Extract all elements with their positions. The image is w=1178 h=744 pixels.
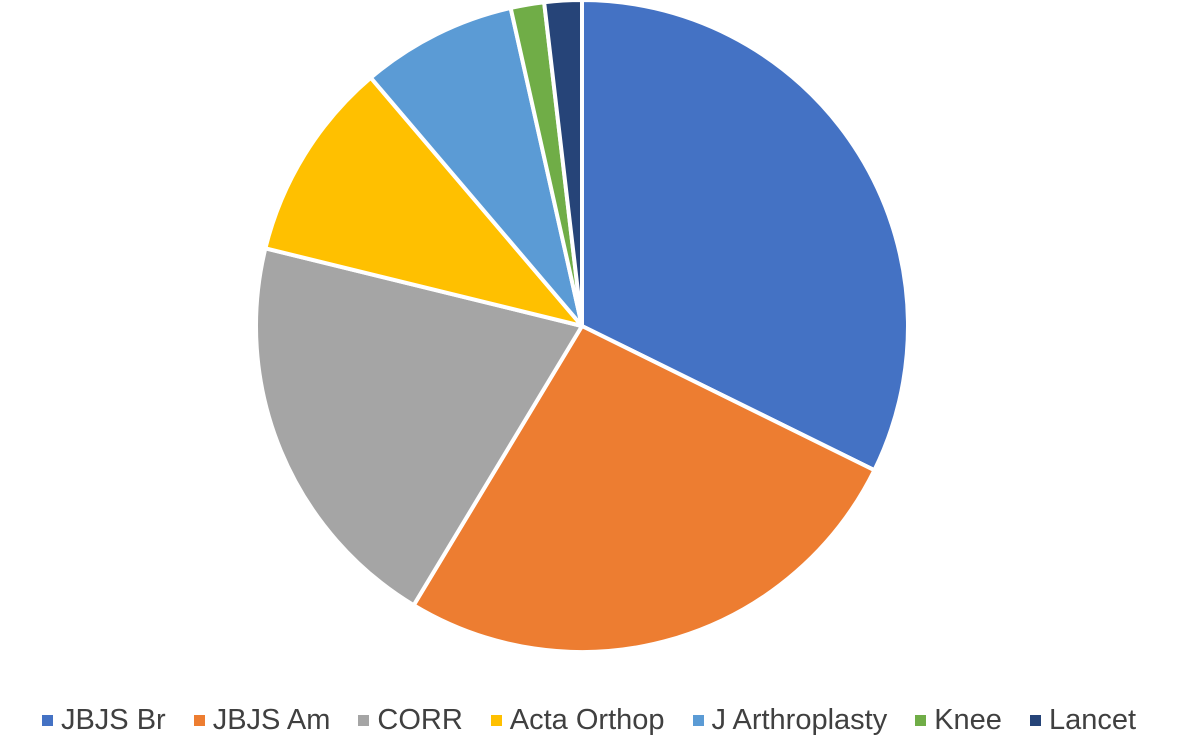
legend-label: Knee [934,703,1002,736]
pie-slice-jbjs-br [580,0,910,473]
legend-label: Lancet [1048,703,1137,736]
legend-entry: Lancet [1029,703,1137,737]
legend-entry: JBJS Am [193,703,331,737]
pie-slice-lancet [542,0,584,328]
legend-entry: Knee [915,704,1002,737]
legend-label: CORR [377,703,463,736]
legend-label: JBJS Am [212,703,331,736]
legend-swatch [193,714,205,726]
legend-entry: J Arthroplasty [692,703,888,737]
legend-entry: JBJS Br [41,703,166,737]
legend-label: J Arthroplasty [711,703,888,736]
pie-chart [254,0,910,654]
pie-chart-area [254,0,910,654]
pie-slice-j-arthroplasty [368,5,584,328]
chart-legend: JBJS Br JBJS Am CORR Acta Orthop J Arthropla… [0,700,1178,740]
pie-slice-corr [254,246,584,608]
legend-entry: Acta Orthop [490,703,665,737]
legend-swatch [692,714,704,726]
legend-label: JBJS Br [60,703,166,736]
legend-swatch [1029,714,1041,726]
pie-slice-jbjs-am [411,324,877,654]
legend-swatch [490,714,502,726]
legend-entry: CORR [358,703,463,737]
legend-swatch [915,714,927,726]
legend-swatch [41,714,53,726]
legend-swatch [358,714,370,726]
pie-slice-acta-orthop [263,75,584,328]
legend-label: Acta Orthop [509,703,665,736]
